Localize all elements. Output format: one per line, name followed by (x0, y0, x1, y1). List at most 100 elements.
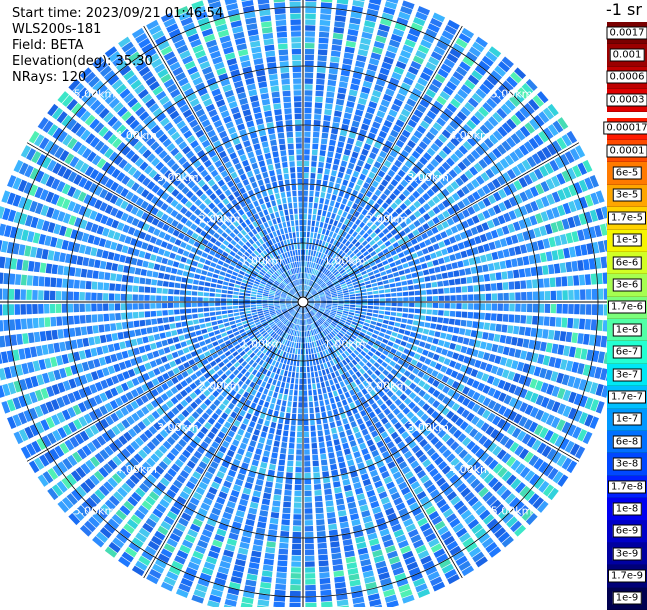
data-gate-cell (150, 311, 156, 317)
data-gate-cell (368, 295, 373, 298)
data-gate-cell (344, 448, 351, 455)
data-gate-cell (333, 189, 339, 195)
data-gate-cell (164, 347, 171, 354)
data-gate-cell (349, 312, 355, 315)
data-gate-cell (526, 315, 532, 324)
data-gate-cell (312, 455, 318, 461)
data-gate-cell (304, 414, 308, 419)
data-gate-cell (301, 343, 303, 348)
data-gate-cell (397, 298, 402, 302)
data-gate-cell (338, 510, 347, 517)
data-gate-cell (198, 286, 204, 290)
data-gate-cell (298, 408, 302, 413)
data-gate-cell (280, 531, 289, 537)
data-gate-cell (269, 428, 275, 434)
data-gate-cell (389, 278, 395, 282)
data-gate-cell (203, 308, 209, 312)
data-gate-cell (380, 298, 385, 301)
data-gate-cell (251, 305, 256, 307)
data-gate-cell (383, 280, 389, 284)
data-gate-cell (338, 229, 343, 235)
data-gate-cell (304, 485, 311, 490)
data-gate-cell (328, 206, 333, 212)
data-gate-cell (350, 157, 357, 164)
data-gate-cell (300, 361, 302, 366)
data-gate-cell (36, 248, 43, 259)
data-gate-cell (251, 496, 259, 503)
data-gate-cell (436, 250, 443, 257)
data-gate-cell (10, 258, 17, 269)
data-gate-cell (261, 504, 270, 511)
data-gate-cell (272, 506, 280, 512)
data-gate-cell (320, 234, 324, 240)
data-gate-cell (210, 317, 216, 321)
data-gate-cell (273, 392, 278, 398)
data-gate-cell (444, 303, 449, 308)
data-gate-cell (271, 512, 280, 518)
data-gate-cell (314, 233, 317, 239)
data-gate-cell (453, 327, 459, 334)
data-gate-cell (498, 293, 503, 300)
data-gate-cell (80, 280, 86, 288)
data-gate-cell (52, 330, 58, 340)
data-gate-cell (121, 303, 126, 310)
data-gate-cell (304, 173, 309, 178)
data-gate-cell (305, 37, 315, 43)
data-gate-cell (276, 399, 281, 405)
data-gate-cell (137, 338, 144, 345)
data-gate-cell (247, 316, 253, 319)
data-gate-cell (325, 435, 331, 441)
data-gate-cell (44, 304, 50, 314)
data-gate-cell (566, 262, 573, 272)
data-gate-cell (327, 447, 333, 453)
data-gate-cell (331, 128, 338, 134)
data-gate-cell (216, 284, 222, 288)
data-gate-cell (268, 433, 274, 439)
data-gate-cell (467, 312, 473, 319)
data-gate-cell (248, 508, 257, 515)
data-gate-cell (337, 222, 342, 228)
data-gate-cell (296, 367, 299, 372)
data-gate-cell (479, 313, 485, 320)
data-gate-cell (377, 240, 383, 246)
data-gate-cell (316, 413, 321, 419)
data-gate-cell (239, 299, 244, 301)
data-gate-cell (287, 461, 293, 467)
data-gate-cell (217, 280, 223, 284)
data-gate-cell (332, 304, 337, 306)
data-gate-cell (344, 52, 354, 59)
data-gate-cell (97, 293, 102, 301)
data-gate-cell (465, 268, 471, 275)
data-gate-cell (503, 314, 509, 322)
data-gate-cell (156, 341, 163, 348)
data-gate-cell (262, 304, 267, 306)
data-gate-cell (258, 418, 264, 425)
data-gate-cell (62, 291, 68, 300)
data-gate-cell (338, 172, 344, 178)
data-gate-cell (298, 343, 300, 348)
data-gate-cell (415, 309, 421, 314)
data-gate-cell (451, 335, 457, 342)
data-gate-cell (233, 292, 239, 295)
data-gate-cell (444, 341, 451, 348)
data-gate-cell (429, 268, 435, 274)
data-gate-cell (309, 202, 313, 208)
data-gate-cell (306, 250, 308, 255)
data-gate-cell (513, 326, 519, 335)
data-gate-cell (316, 519, 324, 525)
data-gate-cell (415, 297, 420, 301)
data-gate-cell (280, 370, 284, 376)
data-gate-cell (385, 311, 391, 315)
data-gate-cell (384, 265, 390, 270)
data-gate-cell (68, 292, 74, 301)
data-gate-cell (333, 27, 344, 34)
data-gate-cell (274, 303, 279, 304)
data-gate-cell (262, 302, 267, 304)
data-gate-cell (88, 258, 95, 267)
data-gate-cell (279, 454, 285, 460)
data-gate-cell (260, 462, 267, 469)
data-gate-cell (562, 304, 568, 314)
data-gate-cell (352, 476, 360, 483)
data-gate-cell (317, 233, 321, 239)
data-gate-cell (304, 449, 310, 454)
